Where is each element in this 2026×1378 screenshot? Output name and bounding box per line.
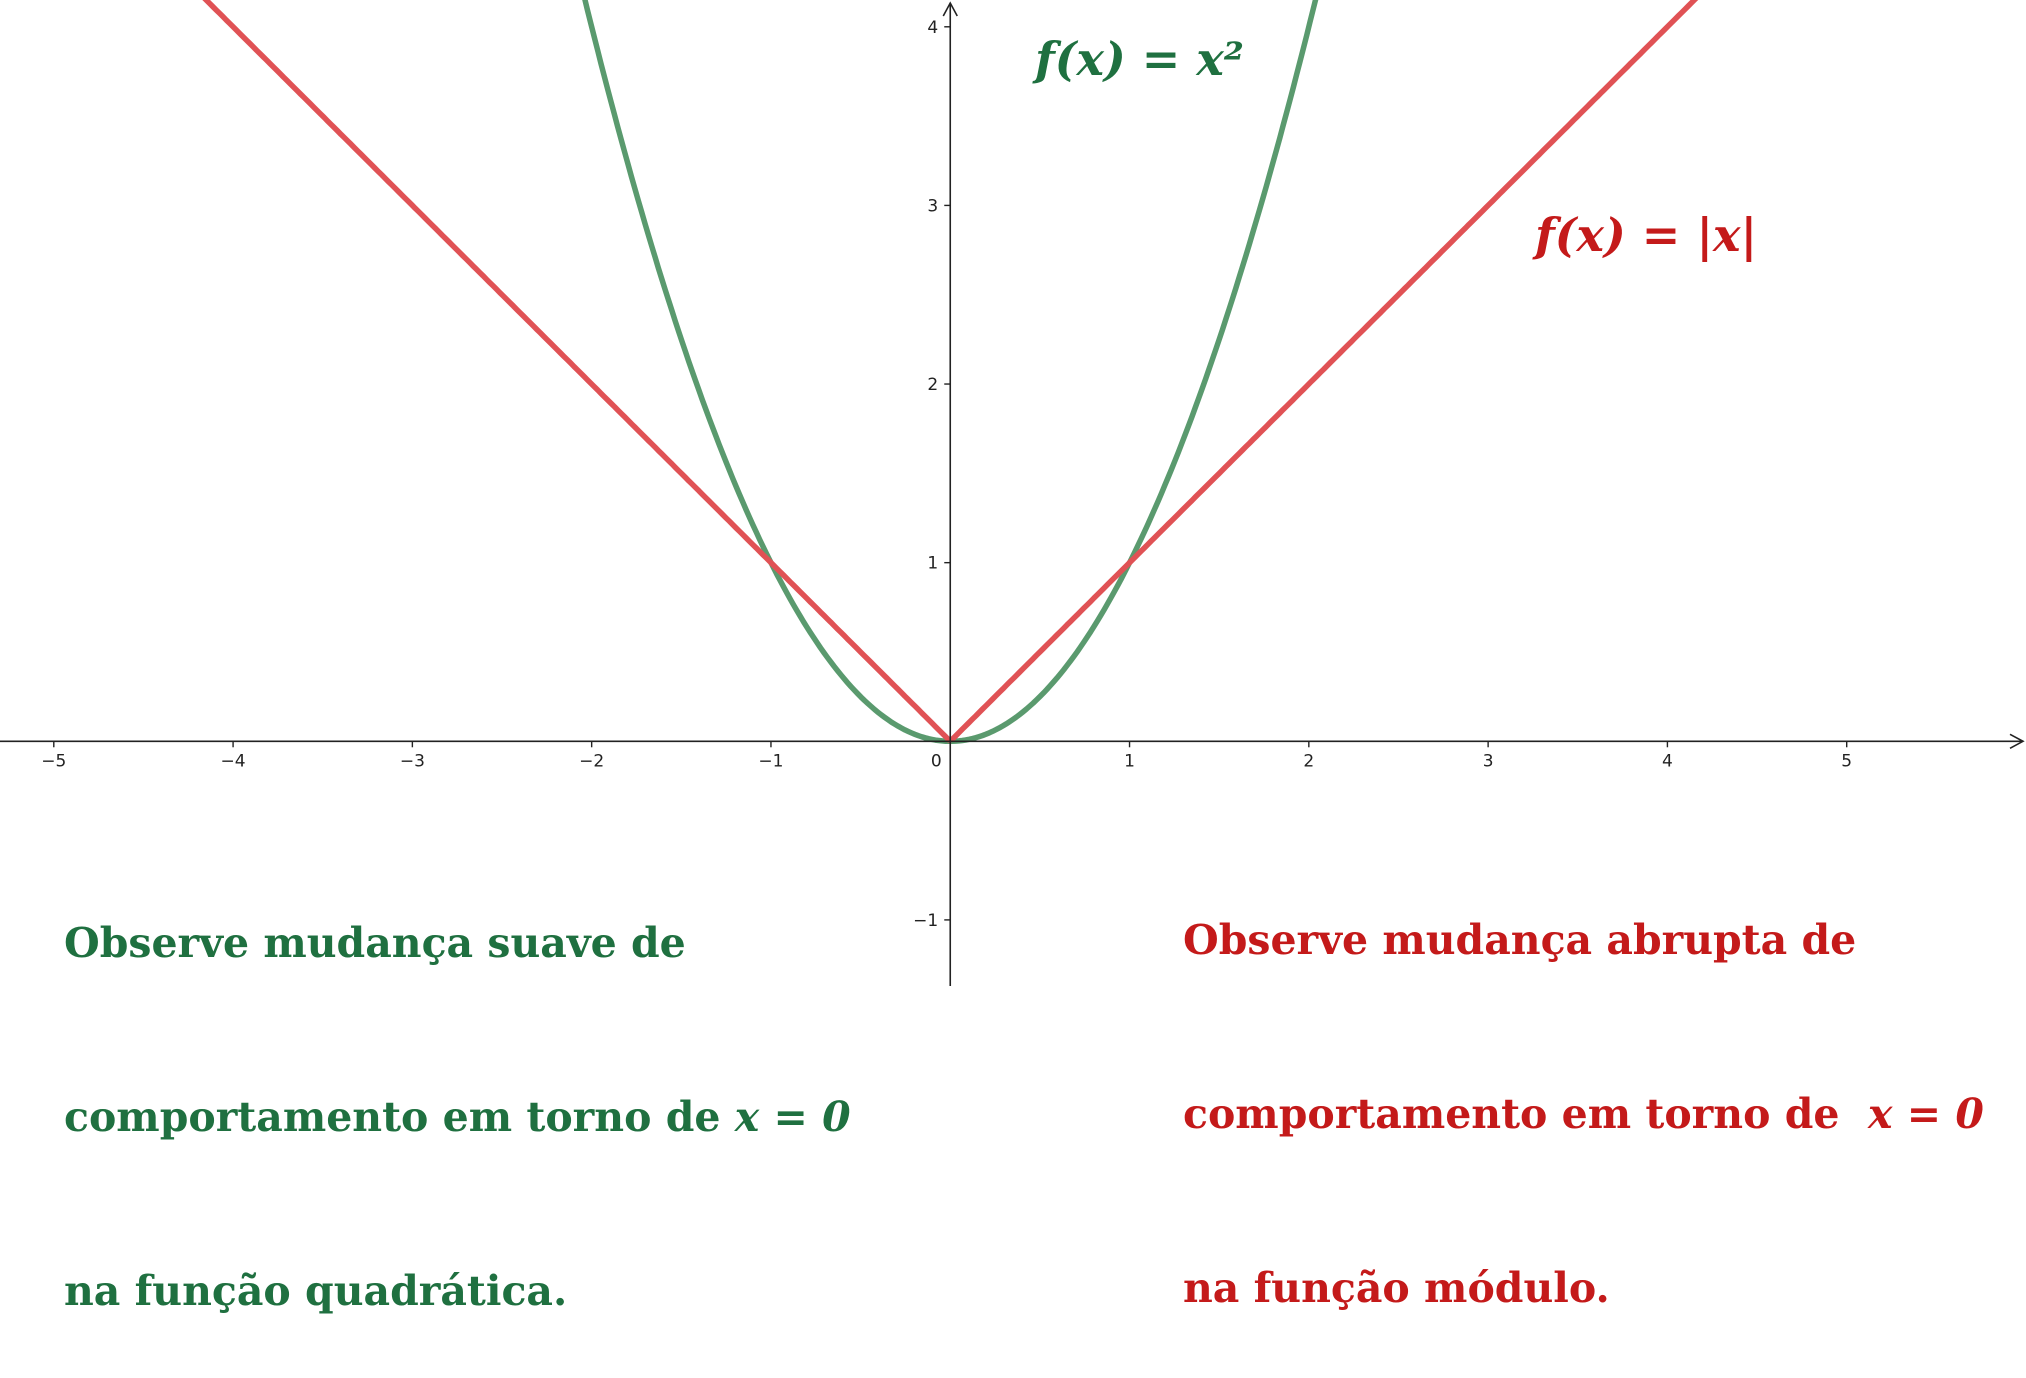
- x-tick-label: 0: [931, 751, 942, 771]
- quadratic-note-math: x = 0: [734, 1093, 851, 1141]
- y-tick-label: −1: [913, 911, 938, 931]
- quadratic-note-line3: na função quadrática.: [64, 1267, 568, 1315]
- x-tick-label: −5: [41, 751, 66, 771]
- x-tick-label: 5: [1841, 751, 1852, 771]
- modulus-note-line2-text: comportamento em torno de: [1183, 1090, 1869, 1138]
- modulus-note-line2: comportamento em torno de x = 0: [1183, 1085, 1984, 1143]
- x-tick-label: 3: [1483, 751, 1494, 771]
- quadratic-note-line1: Observe mudança suave de: [64, 919, 686, 967]
- y-tick-label: 4: [927, 18, 938, 38]
- x-tick-label: −1: [758, 751, 783, 771]
- function-plot: −5 −4 −3 −2 −1 0 1 2 3 4 5 −1 1 2 3 4: [0, 0, 2025, 986]
- modulus-note-math: x = 0: [1868, 1090, 1984, 1138]
- x-tick-label: −2: [579, 751, 604, 771]
- y-tick-label: 1: [927, 554, 938, 574]
- x-tick-label: −4: [221, 751, 246, 771]
- modulus-note-line3: na função módulo.: [1183, 1264, 1610, 1312]
- x-tick-label: −3: [400, 751, 425, 771]
- modulus-note-line1: Observe mudança abrupta de: [1183, 916, 1857, 964]
- quadratic-formula-label: f(x) = x²: [1035, 32, 1244, 86]
- quadratic-note-line2-text: comportamento em torno de: [64, 1093, 735, 1141]
- y-tick-label: 3: [927, 196, 938, 216]
- series-line-modulus: [202, 0, 1699, 743]
- y-axis-arrow: [942, 1, 958, 17]
- x-axis-arrow: [2009, 733, 2025, 749]
- quadratic-note: Observe mudança suave de comportamento e…: [64, 798, 851, 1378]
- modulus-formula-label: f(x) = |x|: [1535, 208, 1758, 262]
- x-tick-label: 2: [1303, 751, 1314, 771]
- x-tick-label: 4: [1662, 751, 1673, 771]
- quadratic-note-line2: comportamento em torno de x = 0: [64, 1088, 851, 1146]
- modulus-note: Observe mudança abrupta de comportamento…: [1183, 795, 1984, 1375]
- x-tick-label: 1: [1124, 751, 1135, 771]
- y-tick-label: 2: [927, 375, 938, 395]
